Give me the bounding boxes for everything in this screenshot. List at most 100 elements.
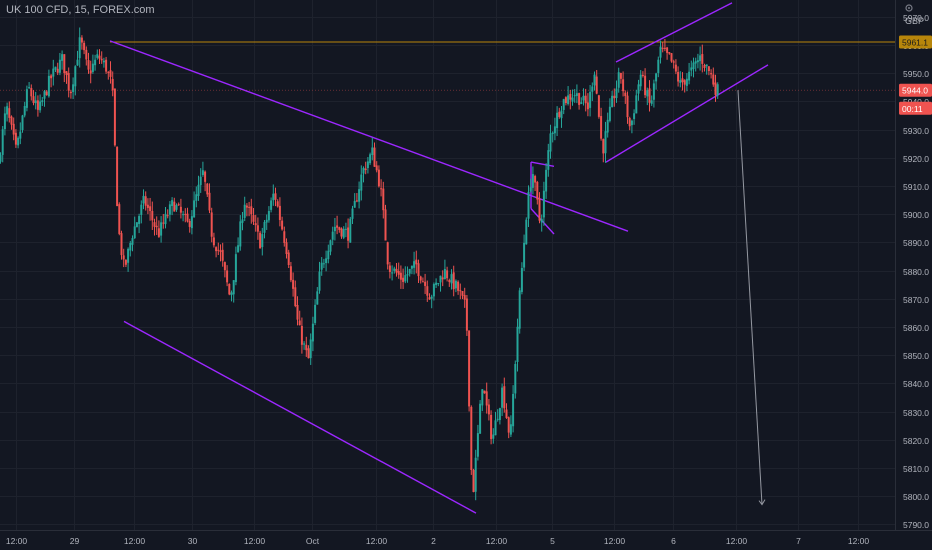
candle [617, 67, 620, 93]
candle [10, 115, 13, 130]
candle [237, 237, 240, 253]
candle [19, 122, 22, 145]
candle [287, 249, 290, 269]
candle [3, 106, 6, 136]
candle [14, 129, 17, 148]
time-tick-label: 7 [796, 536, 801, 546]
candle [589, 84, 592, 117]
candle [661, 42, 664, 53]
time-tick-label: 12:00 [6, 536, 28, 546]
candle [463, 287, 466, 308]
candle [549, 124, 552, 159]
candle [168, 201, 171, 222]
candle [94, 54, 97, 71]
candle [333, 217, 336, 241]
candle [204, 170, 207, 192]
candle [175, 203, 178, 212]
candle [155, 216, 158, 235]
candle [465, 294, 468, 336]
candle [600, 107, 603, 141]
candle [164, 207, 167, 229]
candle [716, 82, 719, 99]
candle [650, 95, 653, 106]
candle [131, 235, 134, 252]
price-tick-label: 5900.0 [903, 210, 929, 220]
candle [366, 157, 369, 174]
candle [162, 213, 165, 229]
candle [501, 383, 504, 417]
candle [593, 71, 596, 91]
candle [21, 114, 24, 133]
candle [696, 53, 699, 69]
gear-icon[interactable] [904, 3, 914, 13]
candle [274, 187, 277, 207]
candle [705, 64, 708, 75]
candle [626, 91, 629, 124]
candle [1, 126, 4, 163]
grid [0, 0, 895, 530]
candle [435, 278, 438, 289]
mini-top[interactable] [530, 161, 555, 168]
candle [446, 266, 449, 282]
candle [509, 415, 512, 438]
candle [294, 280, 297, 308]
candle [248, 201, 251, 217]
candle [606, 112, 609, 138]
projection-arrow[interactable] [737, 90, 763, 505]
candle [259, 230, 262, 249]
candle [212, 232, 215, 248]
candle [0, 152, 2, 164]
candle [556, 106, 559, 137]
candle [36, 95, 39, 117]
candle [494, 411, 497, 436]
time-tick-label: 12:00 [124, 536, 146, 546]
candle [190, 210, 193, 235]
candle [646, 87, 649, 106]
candle [476, 424, 479, 461]
candle [507, 416, 510, 439]
candle [648, 80, 651, 112]
candle [300, 317, 303, 354]
candle [395, 263, 398, 277]
candle [278, 197, 281, 227]
price-tick-label: 5830.0 [903, 408, 929, 418]
candle [347, 218, 350, 249]
candle [122, 248, 125, 268]
candle [410, 265, 413, 275]
candle [140, 200, 143, 224]
candle [452, 265, 455, 297]
candle [419, 275, 422, 284]
price-tick-label: 5840.0 [903, 379, 929, 389]
candle [529, 178, 532, 193]
currency-label[interactable]: GBP [905, 16, 925, 26]
price-axis[interactable]: 5790.0 5800.0 5810.0 5820.0 5830.0 5840.0 5850… [895, 0, 932, 550]
candle [461, 291, 464, 300]
candle [503, 377, 506, 413]
candle [87, 52, 90, 74]
candle [443, 259, 446, 280]
time-axis[interactable]: 12:00 29 12:00 30 12:00 Oct 12:00 2 12:00 5 12:00 6… [0, 530, 932, 547]
candle [56, 62, 59, 76]
candle [182, 210, 185, 222]
candle [105, 56, 108, 74]
channel-lower[interactable] [123, 320, 477, 514]
flag-upper[interactable] [615, 2, 733, 63]
candle [450, 269, 453, 290]
price-tick-label: 5930.0 [903, 126, 929, 136]
candle [441, 270, 444, 287]
candle [490, 410, 493, 445]
candle [358, 181, 361, 209]
candle [683, 79, 686, 93]
channel-upper[interactable] [109, 40, 629, 232]
candle [309, 333, 312, 365]
candle [520, 262, 523, 295]
time-tick-label: 2 [431, 536, 436, 546]
candle [386, 241, 389, 270]
candle [690, 60, 693, 77]
candle [256, 217, 259, 240]
drawings[interactable] [0, 2, 895, 514]
candle [138, 213, 141, 234]
candle [536, 180, 539, 205]
flag-lower[interactable] [605, 64, 769, 163]
